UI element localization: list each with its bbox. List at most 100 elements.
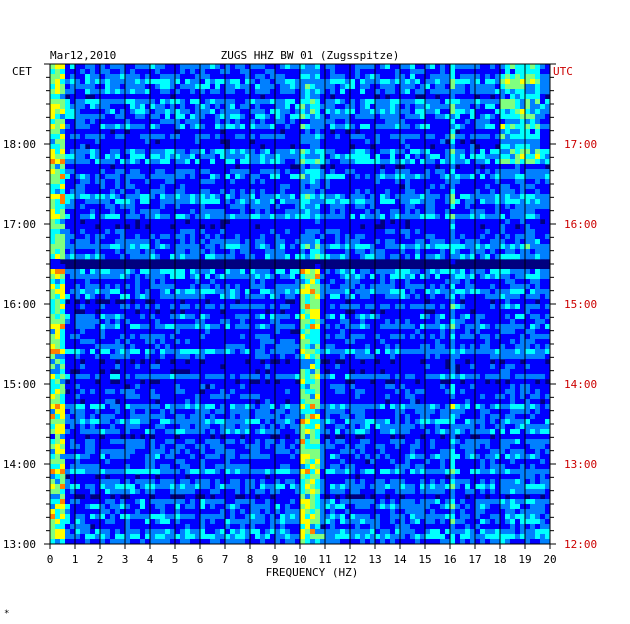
heatmap-cell: [110, 274, 116, 280]
heatmap-cell: [400, 299, 406, 305]
heatmap-cell: [520, 279, 526, 285]
heatmap-cell: [160, 229, 166, 235]
heatmap-cell: [270, 94, 276, 100]
heatmap-cell: [80, 89, 86, 95]
heatmap-cell: [305, 159, 311, 165]
heatmap-cell: [300, 104, 306, 110]
heatmap-cell: [255, 159, 261, 165]
heatmap-cell: [200, 149, 206, 155]
heatmap-cell: [415, 164, 421, 170]
heatmap-cell: [365, 114, 371, 120]
heatmap-cell: [510, 324, 516, 330]
heatmap-cell: [315, 64, 321, 70]
heatmap-cell: [230, 174, 236, 180]
heatmap-cell: [215, 64, 221, 70]
heatmap-cell: [320, 119, 326, 125]
heatmap-cell: [360, 299, 366, 305]
heatmap-cell: [270, 119, 276, 125]
heatmap-cell: [165, 219, 171, 225]
heatmap-cell: [100, 289, 106, 295]
heatmap-cell: [480, 299, 486, 305]
heatmap-cell: [460, 109, 466, 115]
heatmap-cell: [505, 89, 511, 95]
heatmap-cell: [250, 274, 256, 280]
heatmap-cell: [440, 169, 446, 175]
heatmap-cell: [490, 64, 496, 70]
heatmap-cell: [390, 234, 396, 240]
heatmap-cell: [495, 159, 501, 165]
heatmap-cell: [310, 289, 316, 295]
heatmap-cell: [540, 154, 546, 160]
heatmap-cell: [530, 244, 536, 250]
heatmap-cell: [530, 219, 536, 225]
heatmap-cell: [85, 114, 91, 120]
heatmap-cell: [250, 294, 256, 300]
heatmap-cell: [480, 304, 486, 310]
heatmap-cell: [530, 239, 536, 245]
heatmap-cell: [345, 224, 351, 230]
heatmap-cell: [135, 99, 141, 105]
heatmap-cell: [335, 129, 341, 135]
heatmap-cell: [185, 119, 191, 125]
heatmap-cell: [275, 94, 281, 100]
heatmap-cell: [450, 104, 456, 110]
heatmap-cell: [55, 129, 61, 135]
heatmap-cell: [525, 149, 531, 155]
heatmap-cell: [485, 274, 491, 280]
heatmap-cell: [425, 284, 431, 290]
heatmap-cell: [470, 274, 476, 280]
heatmap-cell: [330, 139, 336, 145]
heatmap-cell: [525, 304, 531, 310]
heatmap-cell: [325, 294, 331, 300]
heatmap-cell: [195, 304, 201, 310]
heatmap-cell: [375, 249, 381, 255]
heatmap-cell: [350, 314, 356, 320]
heatmap-cell: [270, 129, 276, 135]
heatmap-cell: [170, 229, 176, 235]
heatmap-cell: [240, 64, 246, 70]
heatmap-cell: [215, 324, 221, 330]
heatmap-cell: [380, 159, 386, 165]
heatmap-cell: [245, 149, 251, 155]
heatmap-cell: [175, 169, 181, 175]
heatmap-cell: [70, 279, 76, 285]
heatmap-cell: [60, 324, 66, 330]
heatmap-cell: [325, 164, 331, 170]
heatmap-cell: [130, 129, 136, 135]
heatmap-cell: [115, 84, 121, 90]
heatmap-cell: [310, 64, 316, 70]
heatmap-cell: [95, 294, 101, 300]
heatmap-cell: [50, 149, 56, 155]
heatmap-cell: [135, 154, 141, 160]
heatmap-cell: [330, 234, 336, 240]
heatmap-cell: [320, 129, 326, 135]
heatmap-cell: [515, 204, 521, 210]
heatmap-cell: [490, 219, 496, 225]
heatmap-cell: [210, 159, 216, 165]
heatmap-cell: [230, 184, 236, 190]
heatmap-cell: [200, 179, 206, 185]
heatmap-cell: [295, 159, 301, 165]
heatmap-cell: [405, 119, 411, 125]
heatmap-cell: [80, 204, 86, 210]
heatmap-cell: [70, 79, 76, 85]
heatmap-cell: [120, 154, 126, 160]
heatmap-cell: [530, 194, 536, 200]
heatmap-cell: [60, 114, 66, 120]
heatmap-cell: [315, 159, 321, 165]
heatmap-cell: [400, 99, 406, 105]
heatmap-cell: [385, 304, 391, 310]
heatmap-cell: [245, 229, 251, 235]
heatmap-cell: [130, 244, 136, 250]
heatmap-cell: [155, 219, 161, 225]
heatmap-cell: [240, 174, 246, 180]
heatmap-cell: [105, 169, 111, 175]
heatmap-cell: [495, 304, 501, 310]
heatmap-cell: [395, 129, 401, 135]
heatmap-cell: [520, 174, 526, 180]
heatmap-cell: [495, 274, 501, 280]
heatmap-cell: [375, 124, 381, 130]
heatmap-cell: [255, 129, 261, 135]
heatmap-cell: [445, 284, 451, 290]
heatmap-cell: [50, 244, 56, 250]
